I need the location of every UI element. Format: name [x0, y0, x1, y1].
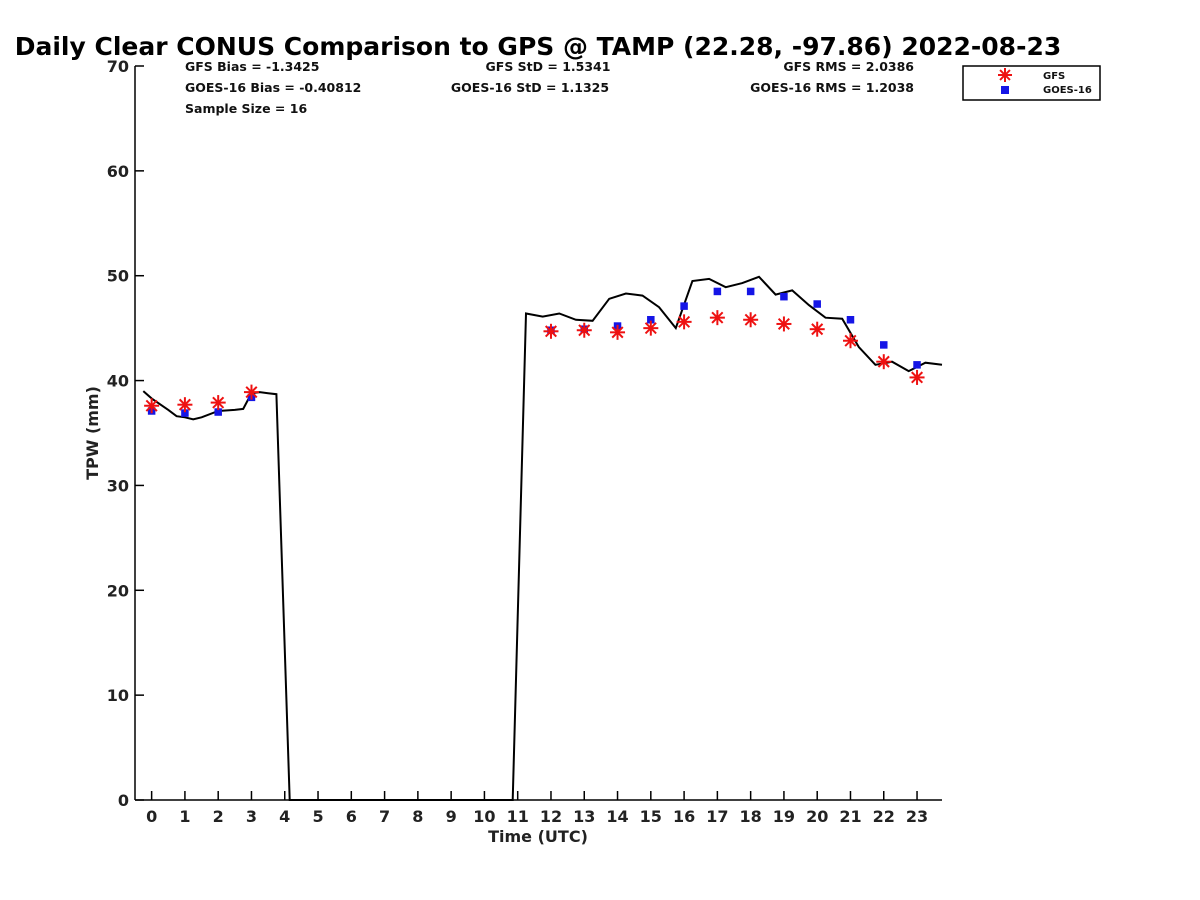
stat-gfs-bias: GFS Bias = -1.3425 [185, 59, 319, 74]
goes16-point [880, 341, 888, 349]
stat-sample-size: Sample Size = 16 [185, 101, 307, 116]
stat-gfs-std: GFS StD = 1.5341 [486, 59, 611, 74]
goes16-point [913, 361, 921, 369]
gfs-point [643, 320, 659, 336]
gfs-point [144, 398, 160, 414]
chart-title: Daily Clear CONUS Comparison to GPS @ TA… [15, 32, 1062, 61]
y-axis-ticks: 0 10 20 30 40 50 60 70 [107, 57, 144, 810]
x-tick-label: 23 [906, 807, 928, 826]
x-tick-label: 14 [606, 807, 628, 826]
gfs-point [676, 314, 692, 330]
x-tick-label: 3 [246, 807, 257, 826]
legend-goes-marker [1001, 86, 1009, 94]
gfs-point [610, 324, 626, 340]
y-tick-label: 30 [107, 476, 129, 495]
x-tick-label: 13 [573, 807, 595, 826]
goes16-point [780, 292, 788, 301]
x-tick-label: 19 [773, 807, 795, 826]
y-tick-label: 10 [107, 686, 129, 705]
y-tick-label: 70 [107, 57, 129, 76]
gfs-point [210, 395, 226, 411]
x-tick-label: 10 [473, 807, 495, 826]
goes16-point [746, 287, 755, 296]
y-tick-label: 20 [107, 581, 129, 600]
x-tick-label: 5 [312, 807, 323, 826]
x-tick-label: 11 [507, 807, 529, 826]
gfs-point [743, 312, 759, 328]
gfs-point [576, 322, 592, 338]
goes16-point [680, 302, 688, 310]
legend-goes-label: GOES-16 [1043, 85, 1092, 96]
gfs-point [177, 397, 193, 413]
x-tick-label: 12 [540, 807, 562, 826]
gfs-point [776, 316, 792, 332]
x-tick-label: 20 [806, 807, 828, 826]
x-tick-label: 0 [146, 807, 157, 826]
gfs-series [144, 310, 925, 414]
goes16-point [181, 409, 189, 417]
goes16-series [147, 287, 921, 417]
goes16-point [214, 408, 222, 416]
x-tick-label: 15 [640, 807, 662, 826]
gfs-point [709, 310, 725, 326]
legend-gfs-asterisk [998, 68, 1012, 82]
gfs-point [543, 323, 559, 339]
x-tick-label: 4 [279, 807, 290, 826]
goes16-point [846, 316, 855, 324]
y-tick-label: 60 [107, 162, 129, 181]
legend-gfs-label: GFS [1043, 71, 1065, 82]
gfs-point [809, 321, 825, 337]
gfs-point [876, 354, 892, 370]
y-axis-label: TPW (mm) [83, 386, 102, 480]
x-tick-label: 17 [706, 807, 728, 826]
legend-goes-square [1001, 86, 1009, 94]
x-tick-label: 18 [740, 807, 762, 826]
y-tick-label: 50 [107, 267, 129, 286]
x-tick-label: 1 [179, 807, 190, 826]
legend-box [962, 65, 1101, 101]
y-tick-label: 0 [118, 791, 129, 810]
stat-goes-std: GOES-16 StD = 1.1325 [451, 80, 609, 95]
goes16-point [713, 287, 722, 296]
gps-line [142, 275, 943, 801]
gfs-point [909, 369, 925, 385]
goes16-point [647, 316, 655, 324]
x-tick-label: 7 [379, 807, 390, 826]
gfs-point [842, 333, 858, 349]
stat-gfs-rms: GFS RMS = 2.0386 [783, 59, 914, 74]
goes16-point [813, 300, 821, 308]
x-axis-label: Time (UTC) [488, 827, 588, 846]
x-tick-label: 21 [839, 807, 861, 826]
legend: GFS GOES-16 [962, 65, 1101, 101]
x-tick-label: 2 [213, 807, 224, 826]
legend-gfs-marker [998, 68, 1012, 82]
x-axis-ticks: 0 1 2 3 4 5 6 7 8 9 10 11 12 13 14 15 16 17 18 19 20 21 22 23 [146, 791, 928, 826]
stat-goes-bias: GOES-16 Bias = -0.40812 [185, 80, 361, 95]
x-tick-label: 16 [673, 807, 695, 826]
stat-goes-rms: GOES-16 RMS = 1.2038 [750, 80, 914, 95]
x-tick-label: 22 [873, 807, 895, 826]
stats-panel: GFS Bias = -1.3425 GOES-16 Bias = -0.408… [185, 59, 914, 116]
x-tick-label: 8 [412, 807, 423, 826]
y-tick-label: 40 [107, 372, 129, 391]
x-tick-label: 6 [346, 807, 357, 826]
gfs-point [243, 384, 259, 400]
x-tick-label: 9 [446, 807, 457, 826]
